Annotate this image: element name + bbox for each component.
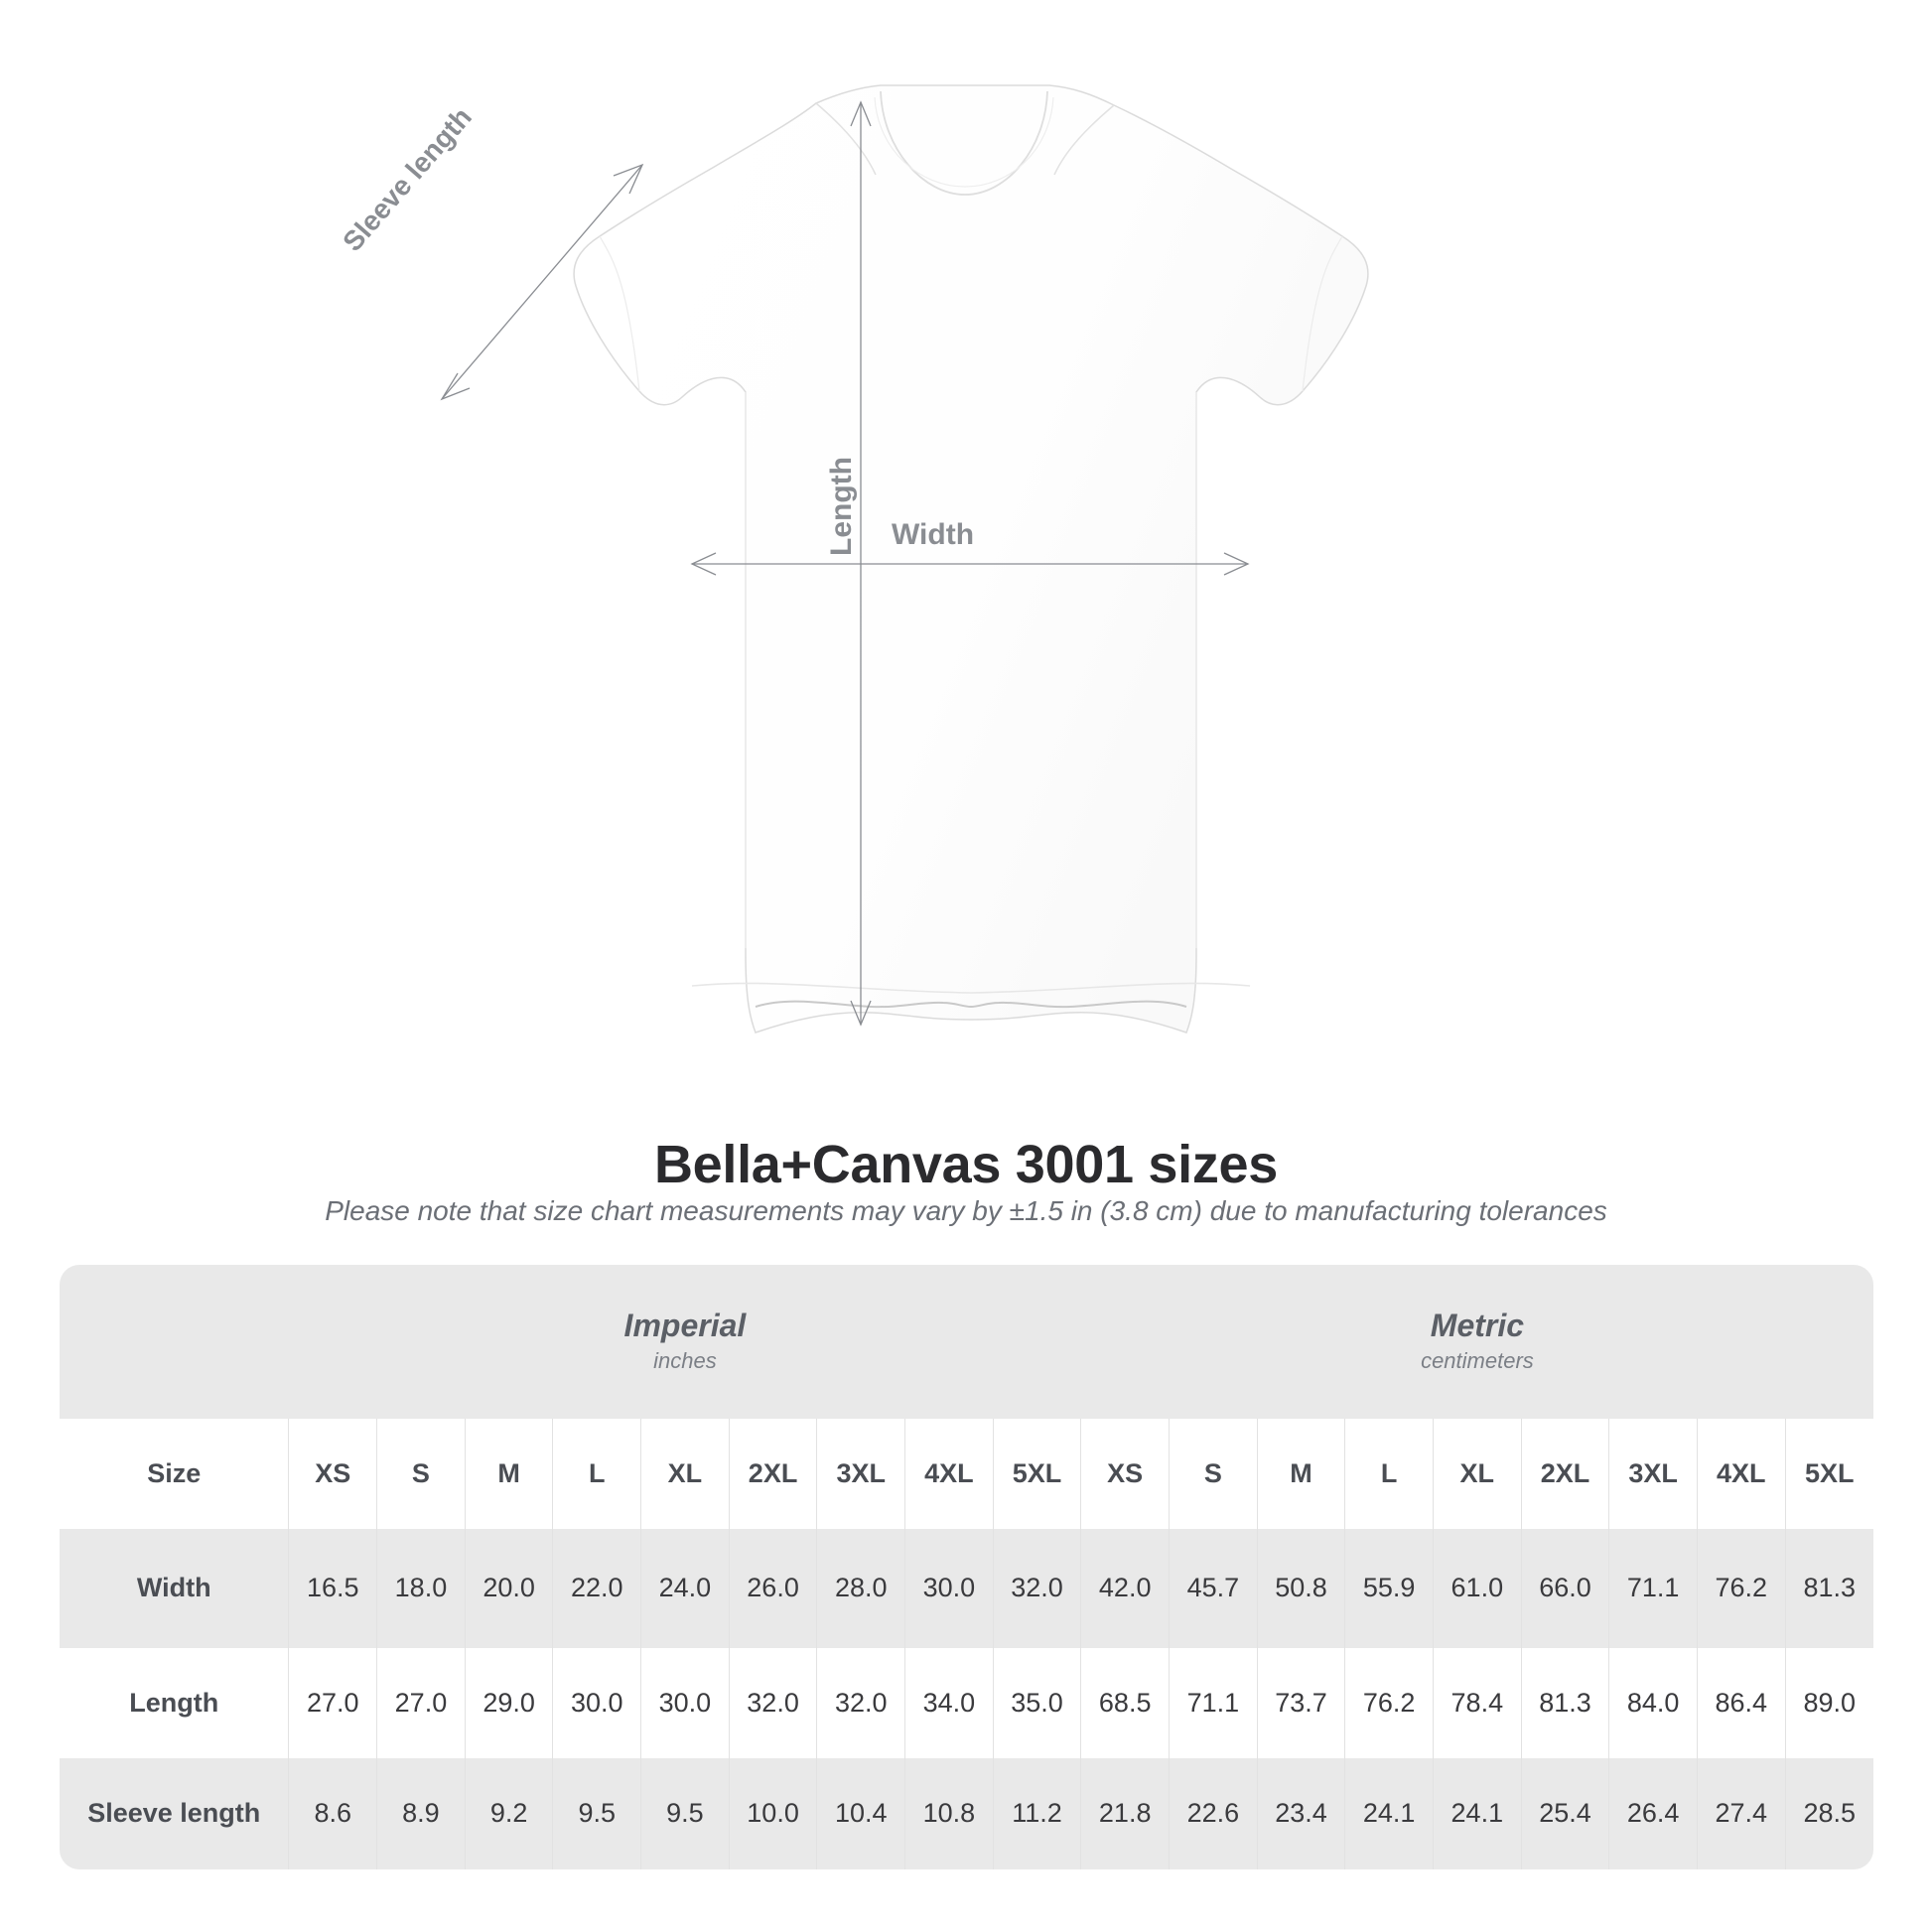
svg-text:Sleeve length: Sleeve length bbox=[337, 101, 478, 257]
svg-text:Length: Length bbox=[825, 457, 858, 556]
svg-text:Width: Width bbox=[892, 518, 974, 551]
